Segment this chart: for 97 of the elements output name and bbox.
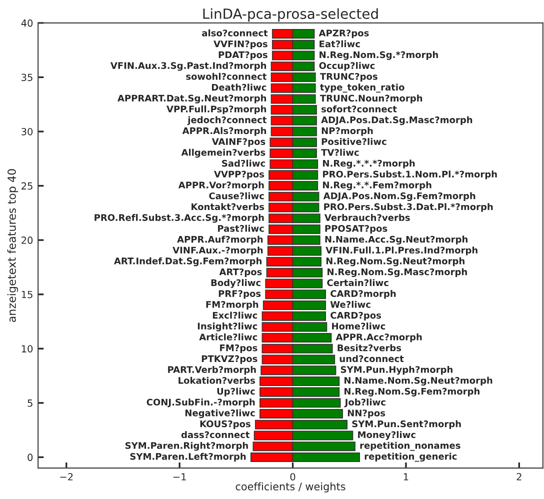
data-label: N.Reg.Nom.Sg.Fem?morph — [344, 388, 480, 396]
x-tick-label: −1 — [173, 473, 186, 480]
data-label: VINF.Aux.-?morph — [172, 246, 263, 256]
data-label: CONJ.SubFin.-?morph — [146, 398, 255, 408]
data-label: PRO.Pers.Subst.1.Nom.Pl.*?morph — [323, 170, 497, 180]
data-label: VPP.Full.Psp?morph — [166, 105, 266, 114]
y-axis-title: anzeigetext features top 40 — [7, 169, 18, 322]
data-label: N.Reg.Nom.Sg.Masc?morph — [328, 268, 467, 278]
data-label: Job?liwc — [344, 398, 386, 408]
data-label: CARD?pos — [330, 312, 382, 320]
data-label: ADJA.Pos.Dat.Sg.Masc?morph — [321, 116, 472, 126]
data-label: PPOSAT?pos — [325, 225, 388, 234]
y-tick-label: 0 — [28, 454, 33, 462]
data-label: Cause?liwc — [209, 192, 264, 200]
data-label: APPR.Als?morph — [182, 127, 266, 136]
data-label: Allgemein?verbs — [181, 148, 266, 158]
data-label: ADJA.Pos.Nom.Sg.Fem?morph — [323, 192, 476, 202]
data-label: SYM.Paren.Left?morph — [130, 452, 246, 462]
data-label: Insight?liwc — [198, 322, 258, 332]
data-label: FM?pos — [220, 344, 258, 354]
data-label: N.Name.Nom.Sg.Neut?morph — [344, 376, 492, 386]
data-label: VAINF?pos — [212, 138, 266, 147]
data-label: VVPP?pos — [214, 170, 264, 180]
data-label: SYM.Pun.Hyph?morph — [340, 366, 452, 375]
data-label: und?connect — [340, 355, 404, 362]
x-tick-label: −2 — [60, 473, 73, 480]
data-label: Money?liwc — [358, 431, 416, 440]
y-tick-label: 40 — [21, 19, 33, 27]
data-label: ART?pos — [219, 268, 262, 278]
data-label: ART.Indef.Dat.Sg.Fem?morph — [114, 257, 262, 266]
y-tick-label: 15 — [22, 290, 32, 298]
data-label: PTKVZ?pos — [202, 355, 258, 364]
data-label: Eat?liwc — [320, 40, 360, 48]
data-label: SYM.Paren.Right?morph — [125, 442, 248, 451]
data-label: PDAT?pos — [218, 51, 268, 60]
data-label: PART.Verb?morph — [168, 366, 256, 375]
x-tick-label: 2 — [516, 473, 522, 480]
data-label: Verbrauch?verbs — [324, 214, 410, 221]
data-label: N.Reg.*.*.*?morph — [323, 160, 415, 168]
data-label: PRO.Pers.Subst.3.Dat.Pl.*?morph — [324, 203, 493, 212]
data-label: Article?liwc — [199, 333, 258, 340]
data-label: FM?morph — [206, 300, 258, 310]
data-label: Up?liwc — [217, 388, 255, 396]
y-tick-label: 10 — [22, 345, 33, 352]
data-label: NP?morph — [322, 127, 373, 136]
data-label: also?connect — [202, 29, 268, 36]
data-label: TRUNC.Noun?morph — [320, 94, 422, 104]
data-label: APPR.Vor?morph — [178, 181, 264, 190]
data-label: Sad?liwc — [222, 160, 265, 167]
data-label: PRF?pos — [218, 290, 261, 299]
x-tick-label: 1 — [404, 473, 408, 480]
data-label: N.Reg.*.*.Fem?morph — [323, 181, 432, 190]
data-label: N.Name.Acc.Sg.Neut?morph — [325, 236, 468, 244]
y-tick-label: 35 — [22, 74, 32, 82]
data-label: We?liwc — [330, 300, 370, 308]
data-label: Positive?liwc — [322, 138, 386, 145]
data-label: repetition_generic — [364, 452, 457, 462]
data-label: NN?pos — [348, 410, 386, 418]
data-label: type_token_ratio — [320, 84, 404, 93]
data-label: Death?liwc — [212, 84, 266, 91]
data-label: dass?connect — [181, 431, 250, 438]
data-label: APPRART.Dat.Sg.Neut?morph — [118, 94, 266, 104]
data-label: Besitz?verbs — [338, 344, 402, 352]
data-label: APPR.Auf?morph — [177, 236, 263, 244]
y-tick-label: 25 — [22, 182, 32, 190]
chart-title: LinDA-pca-prosa-selected — [203, 8, 378, 22]
data-label: SYM.Pun.Sent?morph — [352, 420, 461, 430]
data-label: Negative?liwc — [185, 409, 255, 418]
data-label: Kontakt?verbs — [192, 203, 264, 210]
data-label: repetition_nonames — [360, 442, 460, 451]
data-label: KOUS?pos — [200, 420, 250, 430]
data-label: sofort?connect — [322, 105, 397, 112]
data-label: VVFIN?pos — [214, 40, 268, 50]
data-label: CARD?morph — [330, 290, 396, 299]
data-label: Lokation?verbs — [178, 376, 255, 384]
data-label: N.Reg.Nom.Sg.*?morph — [320, 51, 438, 60]
data-label: TV?liwc — [321, 148, 359, 156]
x-axis-title: coefficients / weights — [236, 482, 346, 492]
data-label: VFIN.Aux.3.Sg.Past.Ind?morph — [110, 62, 266, 71]
data-label: Body?liwc — [211, 279, 260, 288]
data-label: jedoch?connect — [187, 116, 267, 126]
data-label: sowohl?connect — [186, 72, 267, 80]
y-tick-label: 20 — [22, 236, 33, 244]
data-label: APPR.Acc?morph — [336, 333, 422, 342]
data-label: Home?liwc — [332, 322, 386, 330]
data-label: APZR?pos — [318, 30, 369, 38]
data-label: Occup?liwc — [319, 62, 375, 71]
data-label: TRUNC?pos — [320, 73, 378, 82]
data-label: Excl?liwc — [212, 312, 258, 319]
data-label: VFIN.Full.1.Pl.Pres.Ind?morph — [326, 246, 478, 256]
data-label: PRO.Refl.Subst.3.Acc.Sg.*?morph — [94, 214, 264, 223]
y-tick-label: 30 — [22, 128, 33, 136]
data-label: N.Reg.Nom.Sg.Neut?morph — [326, 257, 464, 266]
x-tick-label: 0 — [290, 473, 296, 480]
data-label: Certain?liwc — [327, 279, 388, 286]
data-label: Past?liwc — [218, 224, 264, 232]
y-tick-label: 5 — [28, 400, 32, 407]
